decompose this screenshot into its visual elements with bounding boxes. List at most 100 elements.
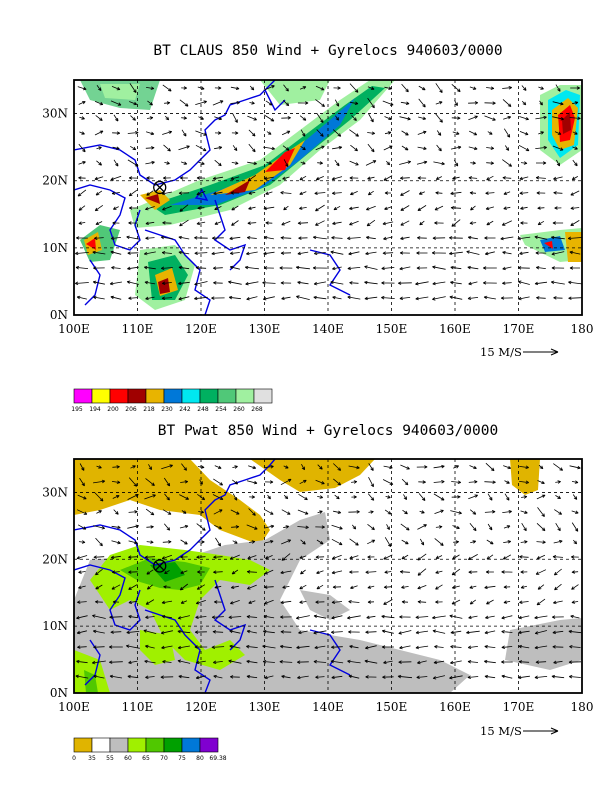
wind-arrow [383, 236, 393, 241]
wind-arrow [381, 629, 394, 634]
wind-arrow [279, 266, 293, 270]
wind-arrow [435, 101, 443, 105]
wind-arrow [163, 523, 171, 531]
wind-arrow [126, 630, 140, 635]
wind-arrow [469, 221, 477, 225]
wind-arrow [432, 265, 446, 270]
wind-arrow [415, 296, 429, 301]
wind-arrow [503, 465, 512, 470]
wind-arrow [94, 130, 104, 136]
wind-arrow [178, 674, 190, 679]
colorbar-label: 65 [142, 755, 150, 762]
wind-arrow [519, 251, 529, 255]
wind-arrow [334, 494, 340, 500]
wind-arrow [416, 160, 428, 165]
wind-arrow [246, 615, 258, 619]
wind-arrow [248, 129, 256, 137]
colorbar-swatch [127, 737, 147, 753]
lon-tick-label: 120E [185, 322, 217, 336]
wind-arrow [569, 645, 581, 649]
wind-arrow [556, 159, 560, 167]
wind-arrow [246, 674, 258, 679]
wind-arrow [93, 525, 106, 530]
wind-arrow [501, 630, 513, 634]
coastlines [74, 80, 351, 315]
wind-arrow [419, 538, 425, 546]
wind-arrow [534, 235, 548, 240]
wind-arrow [433, 493, 445, 501]
wind-arrow [434, 221, 444, 225]
lon-tick-label: 150E [376, 322, 408, 336]
wind-arrow [331, 538, 343, 546]
lat-tick-label: 10N [42, 241, 68, 255]
wind-arrow [315, 479, 325, 485]
wind-arrow [178, 281, 190, 286]
wind-arrow [503, 115, 512, 120]
wind-arrow [281, 116, 291, 120]
wind-arrow [349, 129, 359, 137]
scale-label: 15 M/S [480, 724, 522, 738]
wind-arrow [280, 281, 292, 285]
wind-arrow [162, 205, 172, 211]
wind-arrow [401, 83, 409, 93]
wind-arrow [484, 510, 496, 514]
wind-arrow [279, 644, 292, 649]
wind-arrow [418, 191, 425, 195]
wind-arrow [145, 644, 155, 649]
wind-arrow [367, 600, 375, 604]
wind-arrow [381, 645, 394, 649]
wind-arrow [383, 585, 392, 589]
wind-arrow [214, 600, 222, 604]
wind-arrow [296, 295, 310, 300]
wind-arrow [486, 599, 494, 605]
wind-arrow [146, 525, 154, 529]
panel-title: BT CLAUS 850 Wind + Gyrelocs 940603/0000 [153, 43, 502, 59]
wind-arrow [367, 86, 375, 90]
wind-arrow [399, 570, 410, 574]
wind-arrow [145, 131, 155, 136]
wind-arrow [145, 160, 155, 165]
wind-arrow [435, 600, 443, 604]
wind-arrow [214, 131, 222, 135]
wind-arrow [162, 660, 172, 664]
wind-arrow [419, 510, 425, 514]
colorbar-swatch [73, 388, 93, 404]
wind-arrow [213, 555, 223, 559]
wind-arrow [111, 525, 121, 529]
wind-arrow [330, 659, 344, 664]
wind-arrow [381, 614, 395, 619]
wind-arrow [503, 585, 511, 589]
wind-arrow [110, 630, 122, 634]
wind-arrow [435, 555, 443, 559]
wind-vectors [75, 462, 582, 680]
wind-arrow [470, 205, 476, 211]
scale-label: 15 M/S [480, 345, 522, 359]
wind-arrow [95, 600, 103, 604]
scale-indicator: 15 M/S [480, 345, 559, 359]
wind-arrow [180, 176, 188, 180]
wind-arrow [331, 615, 343, 620]
wind-arrow [78, 161, 86, 165]
lon-tick-label: 160E [439, 700, 471, 714]
wind-arrow [553, 568, 562, 576]
wind-arrow [264, 465, 274, 469]
wind-arrow [112, 206, 119, 210]
wind-arrow [111, 540, 121, 545]
wind-arrow [385, 495, 391, 499]
wind-arrow [552, 101, 564, 106]
precipitable-water-field [74, 459, 582, 693]
wind-arrow [161, 464, 173, 470]
wind-arrow [568, 280, 582, 285]
wind-arrow [434, 538, 444, 546]
wind-arrow [315, 525, 325, 529]
wind-arrow [333, 463, 342, 471]
wind-arrow [179, 204, 189, 212]
wind-arrow [230, 191, 240, 195]
wind-arrow [214, 146, 223, 150]
wind-arrow [247, 221, 257, 225]
wind-arrow [145, 615, 155, 619]
wind-arrow [469, 509, 477, 515]
wind-arrow [449, 236, 463, 240]
wind-arrow [486, 175, 494, 181]
wind-arrow [418, 480, 426, 484]
